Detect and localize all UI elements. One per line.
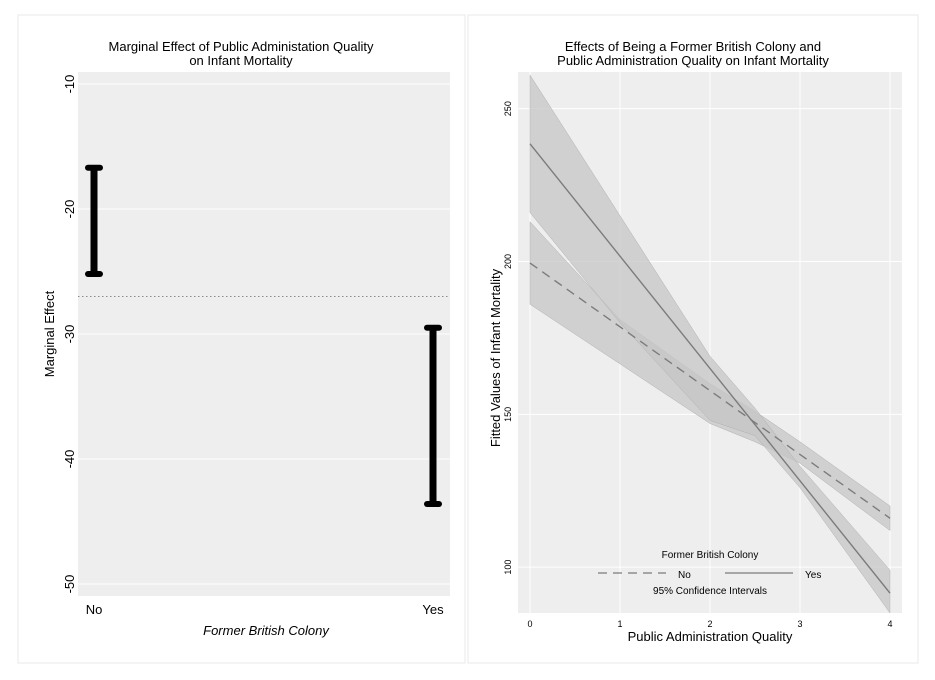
right-fit-lines <box>529 143 891 594</box>
legend-note: 95% Confidence Intervals <box>653 586 767 597</box>
right-confidence-bands <box>529 74 891 614</box>
right-x-tick-label: 2 <box>707 619 712 629</box>
legend-title: Former British Colony <box>662 550 759 561</box>
right-x-tick-label: 3 <box>797 619 802 629</box>
left-x-axis-label: Former British Colony <box>203 623 330 638</box>
left-x-tick-label: Yes <box>422 602 444 617</box>
right-y-tick-label: 250 <box>503 101 513 116</box>
right-y-tick-label: 100 <box>503 560 513 575</box>
left-y-tick-label: -50 <box>62 575 77 594</box>
left-x-tick-label: No <box>86 602 103 617</box>
left-chart-title-line-2: on Infant Mortality <box>189 53 293 68</box>
right-y-axis-label: Fitted Values of Infant Mortality <box>488 268 503 447</box>
left-y-tick-label: -40 <box>62 450 77 469</box>
fitted-values-panel: Effects of Being a Former British Colony… <box>467 14 919 664</box>
right-y-tick-label: 150 <box>503 407 513 422</box>
left-y-tick-labels: -10 -20 -30 -40 -50 <box>62 75 77 594</box>
left-x-tick-labels: No Yes <box>86 602 444 617</box>
marginal-effect-panel: Marginal Effect of Public Administation … <box>17 14 466 664</box>
legend-no-label: No <box>678 570 691 581</box>
right-x-tick-label: 0 <box>527 619 532 629</box>
fit-line-no <box>529 262 891 519</box>
legend-yes-label: Yes <box>805 570 821 581</box>
left-y-tick-label: -30 <box>62 325 77 344</box>
right-chart-title-line-2: Public Administration Quality on Infant … <box>557 53 829 68</box>
right-x-tick-label: 4 <box>887 619 892 629</box>
right-chart-title-line-1: Effects of Being a Former British Colony… <box>565 39 821 54</box>
ci-band-yes <box>529 74 891 614</box>
fit-line-yes <box>529 143 891 594</box>
left-interval-marks <box>78 164 450 507</box>
right-y-tick-label: 200 <box>503 254 513 269</box>
left-y-tick-label: -10 <box>62 75 77 94</box>
left-chart-title-line-1: Marginal Effect of Public Administation … <box>109 39 374 54</box>
left-y-tick-label: -20 <box>62 200 77 219</box>
right-x-axis-label: Public Administration Quality <box>628 629 793 644</box>
right-x-tick-label: 1 <box>617 619 622 629</box>
right-legend: Former British Colony No Yes 95% Confide… <box>598 550 821 597</box>
right-x-tick-labels: 0 1 2 3 4 <box>527 619 892 629</box>
left-y-axis-label: Marginal Effect <box>42 290 57 377</box>
left-gridlines <box>78 83 450 585</box>
right-y-tick-labels: 100 150 200 250 <box>503 101 513 575</box>
